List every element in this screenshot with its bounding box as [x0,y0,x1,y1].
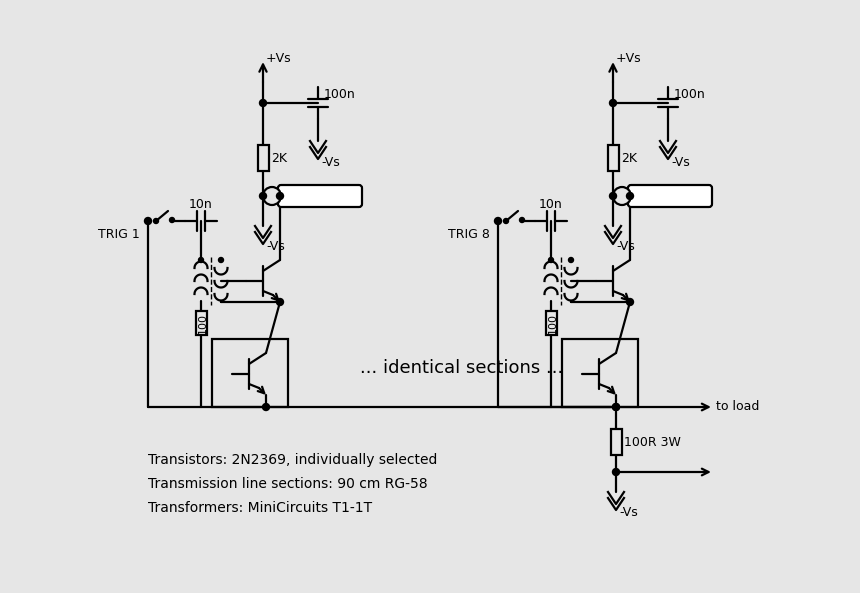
Text: -Vs: -Vs [616,241,635,253]
FancyBboxPatch shape [278,185,362,207]
Text: TRIG 8: TRIG 8 [448,228,490,241]
Text: Transmission line sections: 90 cm RG-58: Transmission line sections: 90 cm RG-58 [148,477,427,491]
Circle shape [260,193,267,199]
FancyBboxPatch shape [628,185,712,207]
Circle shape [218,257,224,263]
Text: 100n: 100n [674,88,706,101]
Text: Transformers: MiniCircuits T1-1T: Transformers: MiniCircuits T1-1T [148,501,372,515]
Circle shape [612,403,619,410]
Circle shape [153,218,158,224]
Text: to load: to load [716,400,759,413]
Text: 10n: 10n [539,199,563,212]
Bar [212,339,288,407]
Bar [257,145,268,171]
Circle shape [263,187,281,205]
Circle shape [549,257,554,263]
Text: Transistors: 2N2369, individually selected: Transistors: 2N2369, individually select… [148,453,438,467]
Text: -Vs: -Vs [266,241,285,253]
Text: -Vs: -Vs [619,506,638,519]
Circle shape [519,218,525,222]
Bar [607,145,618,171]
Text: 10n: 10n [189,199,213,212]
Circle shape [612,468,619,476]
Text: 100n: 100n [324,88,356,101]
Circle shape [613,187,631,205]
Bar [611,429,622,455]
Circle shape [503,218,508,224]
Bar [545,311,556,335]
Text: 100: 100 [548,313,558,333]
Circle shape [626,298,634,305]
Circle shape [199,257,204,263]
Circle shape [610,100,617,107]
Text: ... identical sections ...: ... identical sections ... [360,359,563,377]
Circle shape [626,193,634,199]
Circle shape [144,218,151,225]
Circle shape [260,100,267,107]
Bar [562,339,638,407]
Circle shape [612,403,619,410]
Text: +Vs: +Vs [616,53,642,65]
Circle shape [494,218,501,225]
Circle shape [610,193,617,199]
Circle shape [277,193,284,199]
Circle shape [169,218,175,222]
Bar [195,311,206,335]
Circle shape [277,298,284,305]
Text: -Vs: -Vs [321,155,340,168]
Text: 100R 3W: 100R 3W [624,435,681,448]
Text: 2K: 2K [271,151,287,164]
Text: -Vs: -Vs [671,155,690,168]
Circle shape [262,403,269,410]
Text: 100: 100 [198,313,208,333]
Text: TRIG 1: TRIG 1 [98,228,139,241]
Text: +Vs: +Vs [266,53,292,65]
Text: 2K: 2K [621,151,637,164]
Circle shape [568,257,574,263]
